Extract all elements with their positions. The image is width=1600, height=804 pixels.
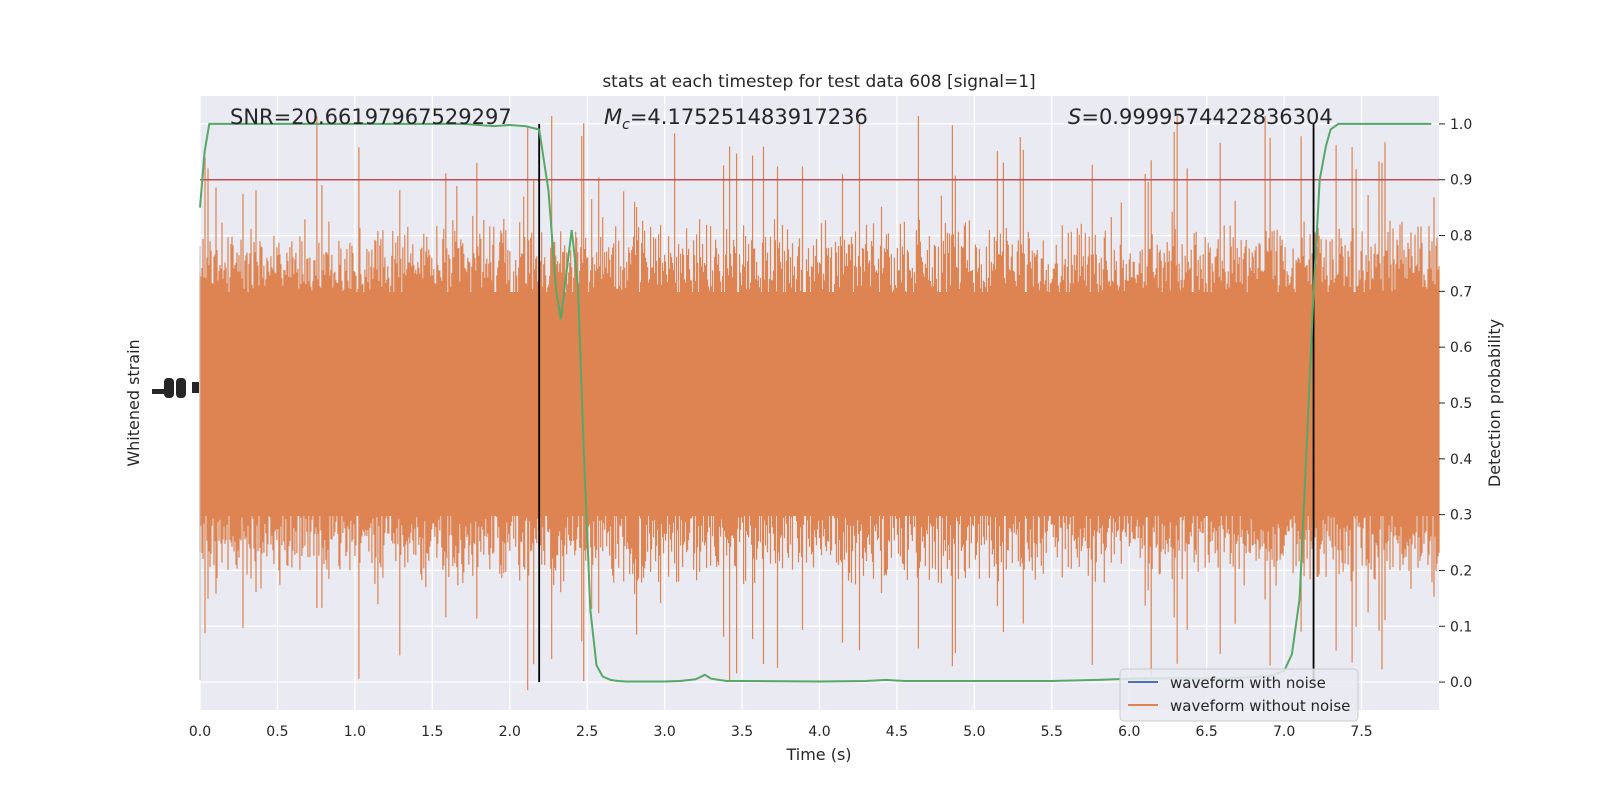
- chirp-mass-subscript: c: [622, 117, 630, 133]
- x-tick-label: 4.0: [808, 724, 830, 740]
- y-right-tick-label: 0.3: [1450, 508, 1472, 524]
- chart-title: stats at each timestep for test data 608…: [602, 72, 1035, 92]
- y-right-tick-label: 0.0: [1450, 675, 1472, 691]
- x-tick-label: 2.0: [499, 724, 521, 740]
- y-right-tick-label: 0.1: [1450, 619, 1472, 635]
- y-right-tick-layer: 0.0 0.1 0.2 0.3 0.4 0.5 0.6 0.7 0.8 0.9 1.0: [1439, 117, 1472, 691]
- y-right-tick-label: 0.8: [1450, 229, 1472, 245]
- y-left-tick-cluster: [176, 378, 186, 398]
- snr-annotation: SNR=20.66197967529297: [230, 105, 512, 129]
- x-tick-layer: 0.0 0.5 1.0 1.5 2.0 2.5 3.0 3.5 4.0 4.5 5.0 5.5 6.0 6…: [189, 724, 1373, 740]
- y-left-tick-cluster: [164, 378, 174, 398]
- x-tick-label: 6.5: [1196, 724, 1218, 740]
- score-value: =0.9999574422836304: [1081, 105, 1332, 129]
- y-left-tick-cluster: [192, 382, 199, 393]
- legend-label-without-noise: waveform without noise: [1170, 697, 1350, 715]
- snr-prefix: SNR=: [230, 105, 291, 129]
- chirp-mass-symbol: M: [604, 105, 622, 129]
- x-axis-label: Time (s): [785, 745, 851, 764]
- x-tick-label: 5.0: [963, 724, 985, 740]
- detection-probability-line: [199, 122, 1432, 683]
- x-tick-label: 2.5: [576, 724, 598, 740]
- x-tick-label: 5.5: [1041, 724, 1063, 740]
- chirp-mass-value: =4.175251483917236: [630, 105, 868, 129]
- legend-label-with-noise: waveform with noise: [1170, 674, 1326, 692]
- y-right-tick-label: 0.2: [1450, 563, 1472, 579]
- waveform-without-noise-layer: [199, 116, 1440, 691]
- x-tick-label: 6.0: [1118, 724, 1140, 740]
- x-tick-label: 7.5: [1350, 724, 1372, 740]
- x-tick-label: 1.0: [344, 724, 366, 740]
- snr-value: 20.66197967529297: [291, 105, 511, 129]
- y-right-tick-label: 1.0: [1450, 117, 1472, 133]
- y-right-tick-label: 0.7: [1450, 284, 1472, 300]
- detection-probability-layer: [199, 122, 1432, 683]
- x-tick-label: 0.5: [266, 724, 288, 740]
- legend: waveform with noise waveform without noi…: [1119, 668, 1359, 722]
- x-tick-label: 1.5: [421, 724, 443, 740]
- score-symbol: S: [1068, 105, 1081, 129]
- x-tick-label: 7.0: [1273, 724, 1295, 740]
- y-right-tick-label: 0.6: [1450, 340, 1472, 356]
- y-left-tick-cluster: [152, 389, 172, 394]
- legend-box: [1119, 668, 1359, 722]
- chirp-mass-annotation: Mc=4.175251483917236: [604, 105, 868, 133]
- y-right-tick-label: 0.9: [1450, 173, 1472, 189]
- x-tick-label: 4.5: [886, 724, 908, 740]
- y-right-tick-label: 0.4: [1450, 452, 1472, 468]
- vertical-lines-layer: [538, 123, 1315, 683]
- y-left-axis-label: Whitened strain: [124, 339, 143, 466]
- y-right-axis-label: Detection probability: [1485, 319, 1504, 487]
- left-axis-layer: [152, 246, 201, 680]
- x-tick-label: 0.0: [189, 724, 211, 740]
- score-annotation: S=0.9999574422836304: [1068, 105, 1333, 129]
- x-tick-label: 3.5: [731, 724, 753, 740]
- y-right-tick-label: 0.5: [1450, 396, 1472, 412]
- x-tick-label: 3.0: [653, 724, 675, 740]
